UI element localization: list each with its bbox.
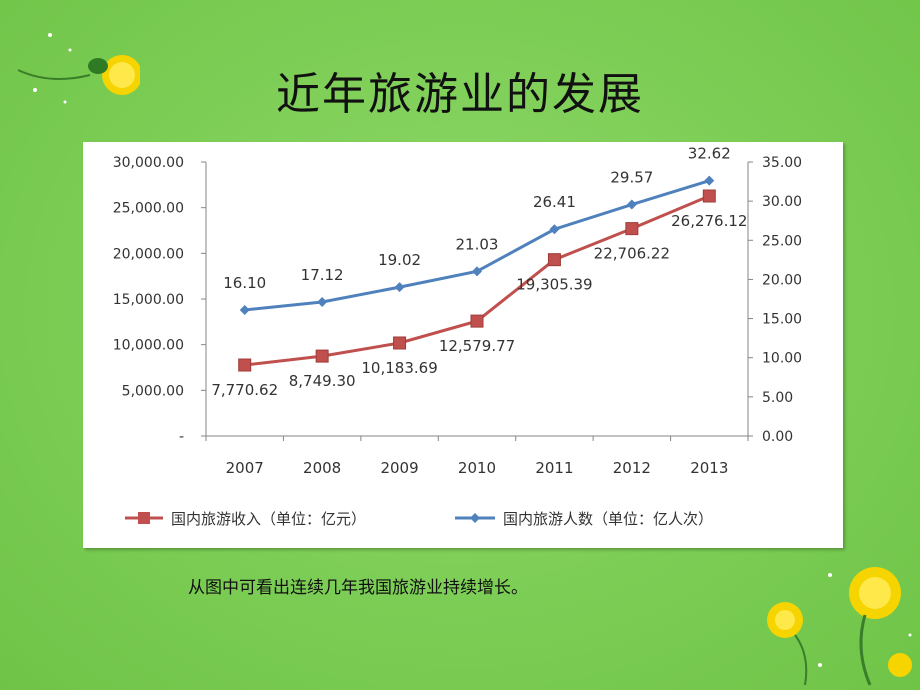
x-tick-label: 2008 xyxy=(303,459,341,477)
income-data-label: 8,749.30 xyxy=(289,372,356,390)
x-tick-label: 2009 xyxy=(380,459,418,477)
income-point-marker xyxy=(625,222,639,236)
visitors-point-marker xyxy=(704,175,715,186)
visitors-data-label: 17.12 xyxy=(301,266,344,284)
x-tick-label: 2007 xyxy=(226,459,264,477)
slide-title: 近年旅游业的发展 xyxy=(276,69,644,120)
y-right-tick-label: 30.00 xyxy=(762,194,802,210)
income-data-label: 19,305.39 xyxy=(516,276,592,294)
y-right-tick-label: 35.00 xyxy=(762,155,802,171)
income-point-marker xyxy=(393,336,407,350)
y-right-tick-label: 5.00 xyxy=(762,390,793,406)
visitors-data-label: 26.41 xyxy=(533,193,576,211)
visitors-data-label: 21.03 xyxy=(456,235,499,253)
y-left-tick-label: 30,000.00 xyxy=(113,155,184,171)
y-left-tick-label: 15,000.00 xyxy=(113,292,184,308)
x-tick-label: 2013 xyxy=(690,459,728,477)
chart-panel: - 5,000.00 10,000.00 15,000.00 20,000.00 25,0… xyxy=(83,142,843,548)
x-tick-label: 2010 xyxy=(458,459,496,477)
y-right-tick-label: 15.00 xyxy=(762,312,802,328)
y-left-tick-label: 25,000.00 xyxy=(113,201,184,217)
x-tick-label: 2011 xyxy=(535,459,573,477)
income-point-marker xyxy=(315,349,329,363)
visitors-data-label: 29.57 xyxy=(610,169,653,187)
visitors-point-marker xyxy=(472,266,482,277)
y-left-tick-label: 5,000.00 xyxy=(122,383,184,399)
x-tick-label: 2012 xyxy=(613,459,651,477)
visitors-point-marker xyxy=(626,199,637,210)
legend-visitors-label: 国内旅游人数（单位：亿人次） xyxy=(503,510,713,528)
y-left-tick-label: - xyxy=(179,429,184,445)
y-right-tick-label: 0.00 xyxy=(762,429,793,445)
income-data-label: 22,706.22 xyxy=(594,245,670,263)
income-data-label: 7,770.62 xyxy=(211,381,278,399)
income-point-marker xyxy=(547,253,561,267)
income-point-marker xyxy=(702,189,716,203)
income-point-marker xyxy=(238,358,252,372)
y-right-tick-label: 20.00 xyxy=(762,272,802,288)
y-right-tick-label: 25.00 xyxy=(762,233,802,249)
legend-visitors-marker xyxy=(470,513,480,523)
income-data-label: 12,579.77 xyxy=(439,337,515,355)
visitors-data-label: 19.02 xyxy=(378,251,421,269)
visitors-point-marker xyxy=(549,224,560,235)
slide-caption: 从图中可看出连续几年我国旅游业持续增长。 xyxy=(188,578,528,598)
visitors-data-label: 16.10 xyxy=(223,274,266,292)
visitors-point-marker xyxy=(394,282,405,293)
flower-decoration-bottom-right xyxy=(767,567,912,686)
flower-decoration-top-left xyxy=(17,33,140,104)
income-data-label: 10,183.69 xyxy=(361,359,437,377)
visitors-data-label: 32.62 xyxy=(688,145,731,163)
legend-income-label: 国内旅游收入（单位：亿元） xyxy=(171,510,366,528)
legend-income-marker xyxy=(138,512,150,524)
visitors-point-marker xyxy=(317,296,328,307)
y-right-tick-label: 10.00 xyxy=(762,351,802,367)
income-point-marker xyxy=(470,314,484,328)
dual-axis-line-chart: - 5,000.00 10,000.00 15,000.00 20,000.00 25,0… xyxy=(113,145,802,528)
y-left-tick-label: 20,000.00 xyxy=(113,246,184,262)
visitors-point-marker xyxy=(239,304,250,315)
y-left-tick-label: 10,000.00 xyxy=(113,338,184,354)
income-data-label: 26,276.12 xyxy=(671,212,747,230)
